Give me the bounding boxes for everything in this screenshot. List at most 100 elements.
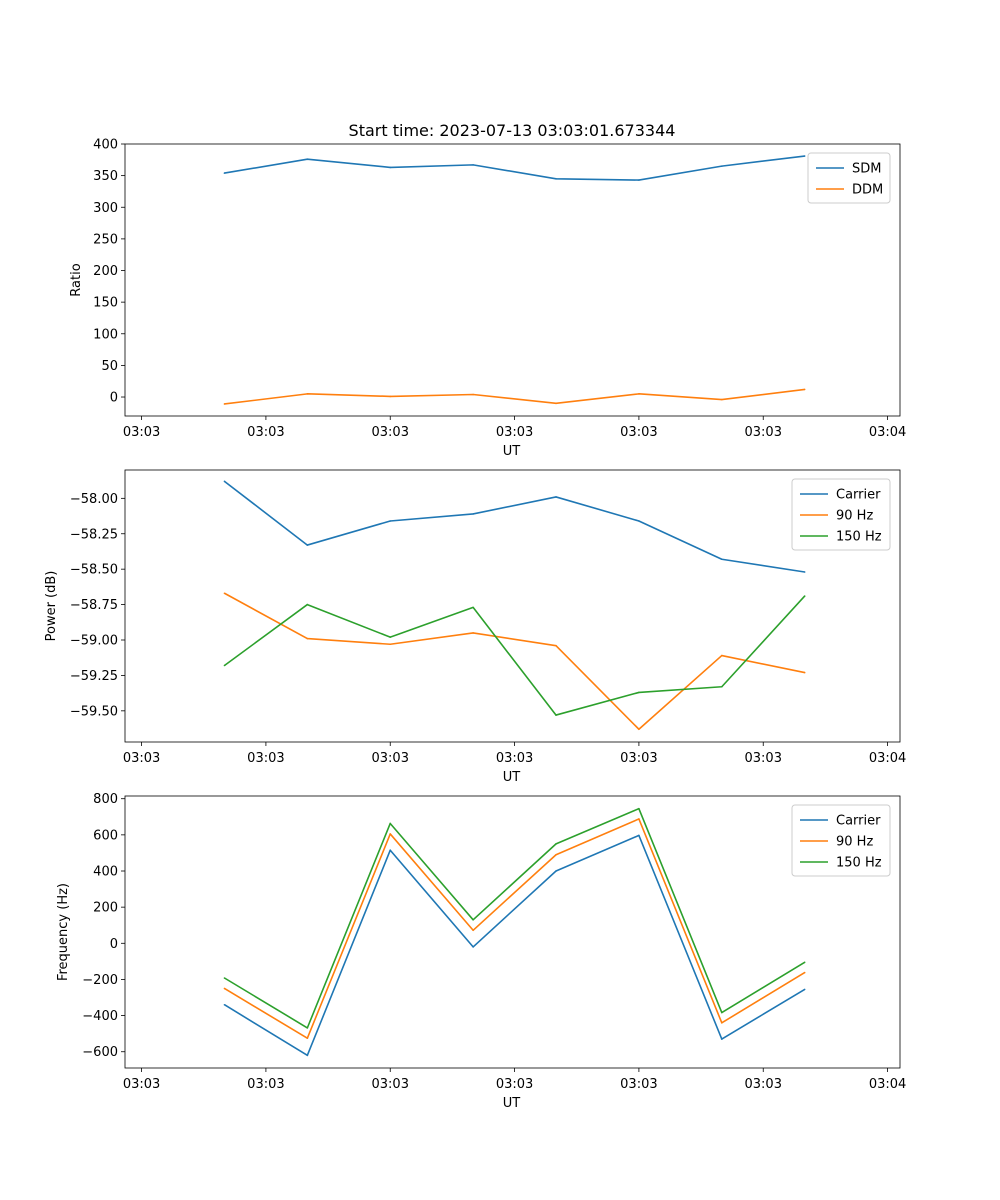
power-data-point-150-hz [306,603,309,606]
ratio-x-tick-label: 03:03 [745,425,782,440]
subplot-ratio: 03:03 03:03 03:03 03:03 03:03 03:03 03:04 0 50 10… [69,138,906,460]
ratio-y-tick-label: 100 [93,327,118,342]
power-data-point-carrier [638,520,640,522]
power-y-tick-label: −59.00 [70,634,118,649]
frequency-legend-label-90-hz: 90 Hz [836,835,873,850]
frequency-data-point-150-hz [638,807,640,810]
frequency-data-point-90-hz [720,1022,723,1024]
frequency-data-point-90-hz [223,987,226,990]
frequency-x-tick-label: 03:03 [123,1077,160,1092]
frequency-data-point-150-hz [306,1027,309,1029]
power-x-tick-label: 03:03 [123,751,160,766]
frequency-legend [791,804,891,877]
frequency-y-tick-label: 600 [93,828,118,843]
frequency-x-tick-label: 03:03 [247,1077,284,1092]
frequency-series-line-150-hz [224,807,806,1029]
ratio-data-point-sdm [803,155,806,157]
power-data-point-carrier [472,513,474,515]
ratio-x-tick-label: 03:03 [496,425,533,440]
frequency-data-point-carrier [223,1003,226,1006]
power-data-point-150-hz [223,664,226,667]
power-y-tick-label: −58.25 [70,527,118,542]
power-legend [791,478,891,551]
ratio-y-tick-label: 250 [93,232,118,247]
ratio-data-point-sdm [389,166,392,169]
power-data-point-90-hz [306,637,309,640]
power-series-line-150-hz [223,595,806,716]
frequency-data-point-150-hz [223,977,226,979]
frequency-data-point-90-hz [472,929,474,932]
frequency-data-point-carrier [306,1054,309,1057]
frequency-data-point-90-hz [389,833,392,835]
frequency-data-point-carrier [555,870,557,872]
ratio-y-tick-label: 150 [93,296,118,311]
ratio-axes-frame [124,143,901,417]
power-x-tick-label: 03:03 [372,751,409,766]
frequency-data-point-carrier [720,1038,723,1040]
power-data-point-carrier [223,480,226,483]
power-legend-label-carrier: Carrier [836,488,881,503]
frequency-data-point-90-hz [803,971,806,974]
ratio-legend-label-sdm: SDM [852,162,881,177]
power-series-line-90-hz [224,592,805,731]
ratio-data-point-sdm [472,164,474,166]
ratio-x-tick-label: 03:03 [247,425,284,440]
frequency-axes-frame [124,795,901,1069]
frequency-data-point-150-hz [472,919,474,921]
frequency-x-tick-label: 03:03 [745,1077,782,1092]
frequency-x-tick-label: 03:03 [496,1077,533,1092]
frequency-y-tick-label: −600 [82,1045,118,1060]
power-data-point-90-hz [223,592,226,595]
power-data-point-carrier [803,571,806,573]
power-legend-label-90-hz: 90 Hz [836,509,873,524]
frequency-y-tick-label: 800 [93,792,118,807]
power-data-point-carrier [555,496,557,498]
power-data-point-150-hz [720,685,723,688]
chart-title: Start time: 2023-07-13 03:03:01.673344 [349,121,676,140]
ratio-x-tick-label: 03:03 [372,425,409,440]
ratio-y-axis-label: Ratio [69,263,84,296]
power-x-tick-label: 03:04 [869,751,906,766]
ratio-x-tick-label: 03:04 [869,425,906,440]
ratio-legend [807,152,891,204]
power-data-point-90-hz [472,632,474,634]
power-series-line-carrier [223,480,805,573]
ratio-legend-label-ddm: DDM [852,183,883,198]
frequency-y-tick-label: −400 [82,1009,118,1024]
frequency-data-point-150-hz [389,822,392,825]
ratio-x-axis-label: UT [503,444,521,459]
frequency-data-point-90-hz [306,1037,309,1039]
power-y-tick-label: −58.75 [70,598,118,613]
power-data-point-90-hz [638,728,640,731]
frequency-legend-label-150-hz: 150 Hz [836,856,882,871]
power-axes-frame [124,469,901,743]
ratio-series-line-sdm [224,155,805,181]
power-y-tick-label: −58.00 [70,492,118,507]
power-legend-label-150-hz: 150 Hz [836,530,882,545]
frequency-data-point-90-hz [555,853,557,856]
power-data-point-carrier [306,544,309,546]
power-y-axis-label: Power (dB) [44,571,59,642]
power-x-axis-label: UT [503,770,521,785]
power-x-tick-label: 03:03 [745,751,782,766]
ratio-data-point-sdm [555,177,557,180]
power-data-point-150-hz [472,606,474,609]
frequency-series-line-90-hz [224,818,806,1039]
power-data-point-90-hz [555,644,557,647]
power-data-point-150-hz [638,691,640,694]
ratio-x-tick-label: 03:03 [123,425,160,440]
frequency-data-point-carrier [638,834,640,837]
ratio-data-point-ddm [720,398,723,401]
power-data-point-carrier [389,520,392,522]
ratio-x-tick-label: 03:03 [620,425,657,440]
frequency-x-tick-label: 03:03 [372,1077,409,1092]
ratio-data-point-ddm [638,393,640,395]
power-y-tick-label: −59.50 [70,704,118,719]
frequency-data-point-carrier [389,849,392,852]
ratio-data-point-sdm [223,172,226,174]
ratio-data-point-ddm [306,393,309,395]
power-data-point-150-hz [389,636,392,638]
ratio-y-tick-label: 400 [93,138,118,153]
power-y-tick-label: −58.50 [70,563,118,578]
